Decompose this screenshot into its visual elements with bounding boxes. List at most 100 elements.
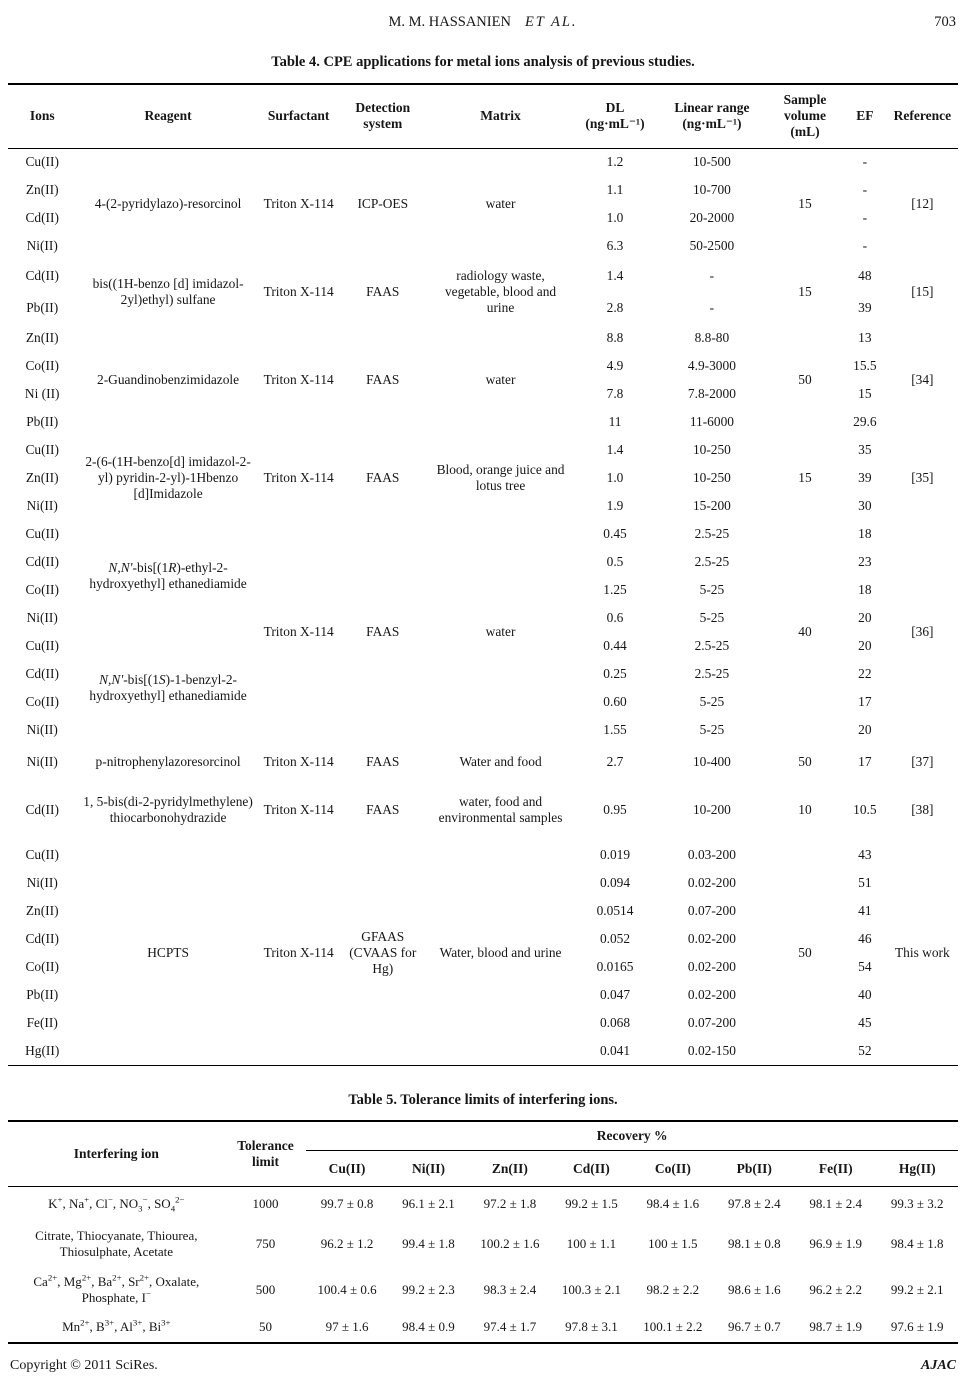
t4-dl: 0.047 <box>599 987 631 1003</box>
t4-range: 0.03-200 <box>687 847 736 863</box>
t4-surfactant: Triton X-114 <box>263 944 334 960</box>
t5-interfering-ions: Mn2+, B3+, Al3+, Bi3+ <box>62 1318 171 1335</box>
t4-dl: 0.5 <box>606 554 624 570</box>
table5-header-row-2: Cu(II) Ni(II) Zn(II) Cd(II) Co(II) Pb(II… <box>8 1150 958 1187</box>
t4-matrix: water <box>485 196 516 212</box>
t4-range: 10-200 <box>692 802 731 818</box>
t5-interfering-ions: Ca2+, Mg2+, Ba2+, Sr2+, Oxalate, Phospha… <box>33 1272 200 1305</box>
t4-ef: - <box>862 182 868 198</box>
t5-header-pb: Pb(II) <box>713 1150 796 1187</box>
t4-detection: GFAAS (CVAAS for Hg) <box>349 929 417 976</box>
t4-ion: Co(II) <box>25 694 59 710</box>
t4-matrix: water <box>485 372 516 388</box>
t5-tolerance: 50 <box>258 1319 272 1335</box>
t4-volume: 40 <box>798 624 812 640</box>
t4-dl: 4.9 <box>606 358 624 374</box>
t4-reference: [12] <box>911 196 934 212</box>
t4-ef: 52 <box>858 1042 872 1058</box>
t4-header-ef: EF <box>843 84 887 149</box>
page-footer: Copyright © 2011 SciRes. AJAC <box>10 1358 956 1374</box>
t5-header-zn: Zn(II) <box>469 1150 551 1187</box>
t4-ef: 17 <box>858 753 872 769</box>
t4-range: - <box>709 268 715 284</box>
t4-header-surfactant: Surfactant <box>259 84 338 149</box>
t5-recovery-value: 100.2 ± 1.6 <box>480 1235 540 1251</box>
t4-range: 5-25 <box>699 582 725 598</box>
t4-ef: 20 <box>858 610 872 626</box>
t4-dl: 0.041 <box>599 1042 631 1058</box>
table-row: Ni(II) p-nitrophenylazoresorcinol Triton… <box>8 744 958 779</box>
table-row: Co(II) 1.25 5-25 18 <box>8 576 958 604</box>
t4-ion: Zn(II) <box>25 470 59 486</box>
t4-range: 5-25 <box>699 722 725 738</box>
t4-ion: Co(II) <box>25 582 59 598</box>
t5-recovery-value: 98.4 ± 1.6 <box>646 1196 700 1212</box>
table-row: Ni(II) 6.3 50-2500 - <box>8 232 958 260</box>
t5-recovery-value: 98.1 ± 0.8 <box>727 1235 781 1251</box>
t4-reference: [37] <box>911 753 934 769</box>
t4-surfactant: Triton X-114 <box>263 624 334 640</box>
t4-ion: Ni(II) <box>26 722 58 738</box>
t5-header-ni: Ni(II) <box>387 1150 470 1187</box>
t4-range: 10-250 <box>692 470 731 486</box>
table-row: Ca2+, Mg2+, Ba2+, Sr2+, Oxalate, Phospha… <box>8 1267 958 1313</box>
t4-ef: 35 <box>858 442 872 458</box>
table-row: Co(II) 0.0165 0.02-200 54 <box>8 953 958 981</box>
t4-range: 8.8-80 <box>694 330 730 346</box>
t4-ef: - <box>862 238 868 254</box>
t4-dl: 0.44 <box>603 638 627 654</box>
t4-range: 0.02-200 <box>687 875 736 891</box>
t4-range: 2.5-25 <box>694 666 730 682</box>
table-row: Co(II) 0.60 5-25 17 <box>8 688 958 716</box>
t4-matrix: Water, blood and urine <box>439 944 562 960</box>
t5-header-fe: Fe(II) <box>795 1150 877 1187</box>
t5-header-tolerance-limit: Tolerance limit <box>224 1120 307 1187</box>
t4-header-ions: Ions <box>8 84 77 149</box>
t4-range: 0.02-200 <box>687 931 736 947</box>
table-row: Cu(II) 2-(6-(1H-benzo[d] imidazol-2-yl) … <box>8 436 958 501</box>
table-row: Citrate, Thiocyanate, Thiourea, Thiosulp… <box>8 1221 958 1267</box>
t4-ion: Ni(II) <box>26 610 58 626</box>
t4-range: 2.5-25 <box>694 526 730 542</box>
table-row: Pb(II) 11 11-6000 29.6 <box>8 408 958 436</box>
t5-recovery-value: 98.7 ± 1.9 <box>809 1319 863 1335</box>
t4-ef: 41 <box>858 903 872 919</box>
t4-reagent: p-nitrophenylazoresorcinol <box>95 753 241 769</box>
t5-header-cu: Cu(II) <box>306 1150 388 1187</box>
t5-recovery-value: 99.7 ± 0.8 <box>320 1196 374 1212</box>
t4-dl: 1.4 <box>606 442 624 458</box>
t4-dl: 1.1 <box>606 182 624 198</box>
t5-recovery-value: 100.3 ± 2.1 <box>561 1281 621 1297</box>
t4-ef: 23 <box>858 554 872 570</box>
t4-range: 0.02-150 <box>687 1042 736 1058</box>
t5-recovery-value: 99.4 ± 1.8 <box>402 1235 455 1251</box>
t5-header-recovery: Recovery % <box>306 1120 958 1151</box>
t4-ion: Pb(II) <box>26 987 59 1003</box>
t4-surfactant: Triton X-114 <box>263 753 334 769</box>
t4-range: 0.02-200 <box>687 959 736 975</box>
t5-recovery-value: 97.4 ± 1.7 <box>483 1319 537 1335</box>
t4-ef: 22 <box>858 666 872 682</box>
t4-ef: 48 <box>858 268 872 284</box>
table-row: Zn(II) 2-Guandinobenzimidazole Triton X-… <box>8 324 958 387</box>
t4-ef: 15 <box>858 386 872 402</box>
journal-abbreviation: AJAC <box>920 1358 956 1373</box>
t5-recovery-value: 100.4 ± 0.6 <box>317 1281 377 1297</box>
t4-ef: 45 <box>858 1015 872 1031</box>
author-name: M. M. HASSANIEN <box>388 14 511 30</box>
copyright-text: Copyright © 2011 SciRes. <box>10 1358 158 1373</box>
t5-recovery-value: 96.7 ± 0.7 <box>727 1319 781 1335</box>
t4-ion: Ni(II) <box>26 238 58 254</box>
t4-surfactant: Triton X-114 <box>263 802 334 818</box>
t4-ef: 39 <box>858 470 872 486</box>
t4-range: 2.5-25 <box>694 638 730 654</box>
t4-matrix: water, food and environmental samples <box>438 794 563 825</box>
t4-ef: 51 <box>858 875 872 891</box>
t4-dl: 2.7 <box>606 753 624 769</box>
t4-ion: Ni(II) <box>26 753 58 769</box>
t4-ion: Ni(II) <box>26 498 58 514</box>
t4-volume: 10 <box>798 802 812 818</box>
t5-tolerance: 1000 <box>252 1196 279 1212</box>
t5-recovery-value: 96.2 ± 2.2 <box>809 1281 863 1297</box>
t4-dl: 0.094 <box>599 875 631 891</box>
